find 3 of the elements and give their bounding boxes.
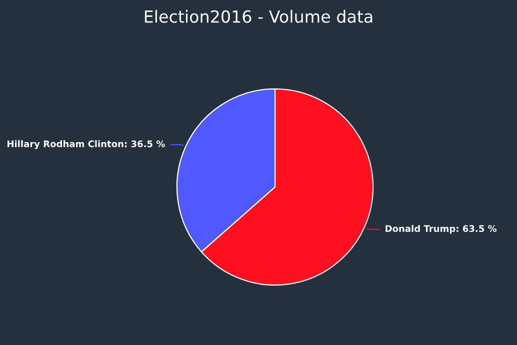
slice-label: Hillary Rodham Clinton: 36.5 % [8,140,165,150]
chart-title: Election2016 - Volume data [144,10,372,23]
slice-label: Donald Trump: 63.5 % [386,224,497,234]
